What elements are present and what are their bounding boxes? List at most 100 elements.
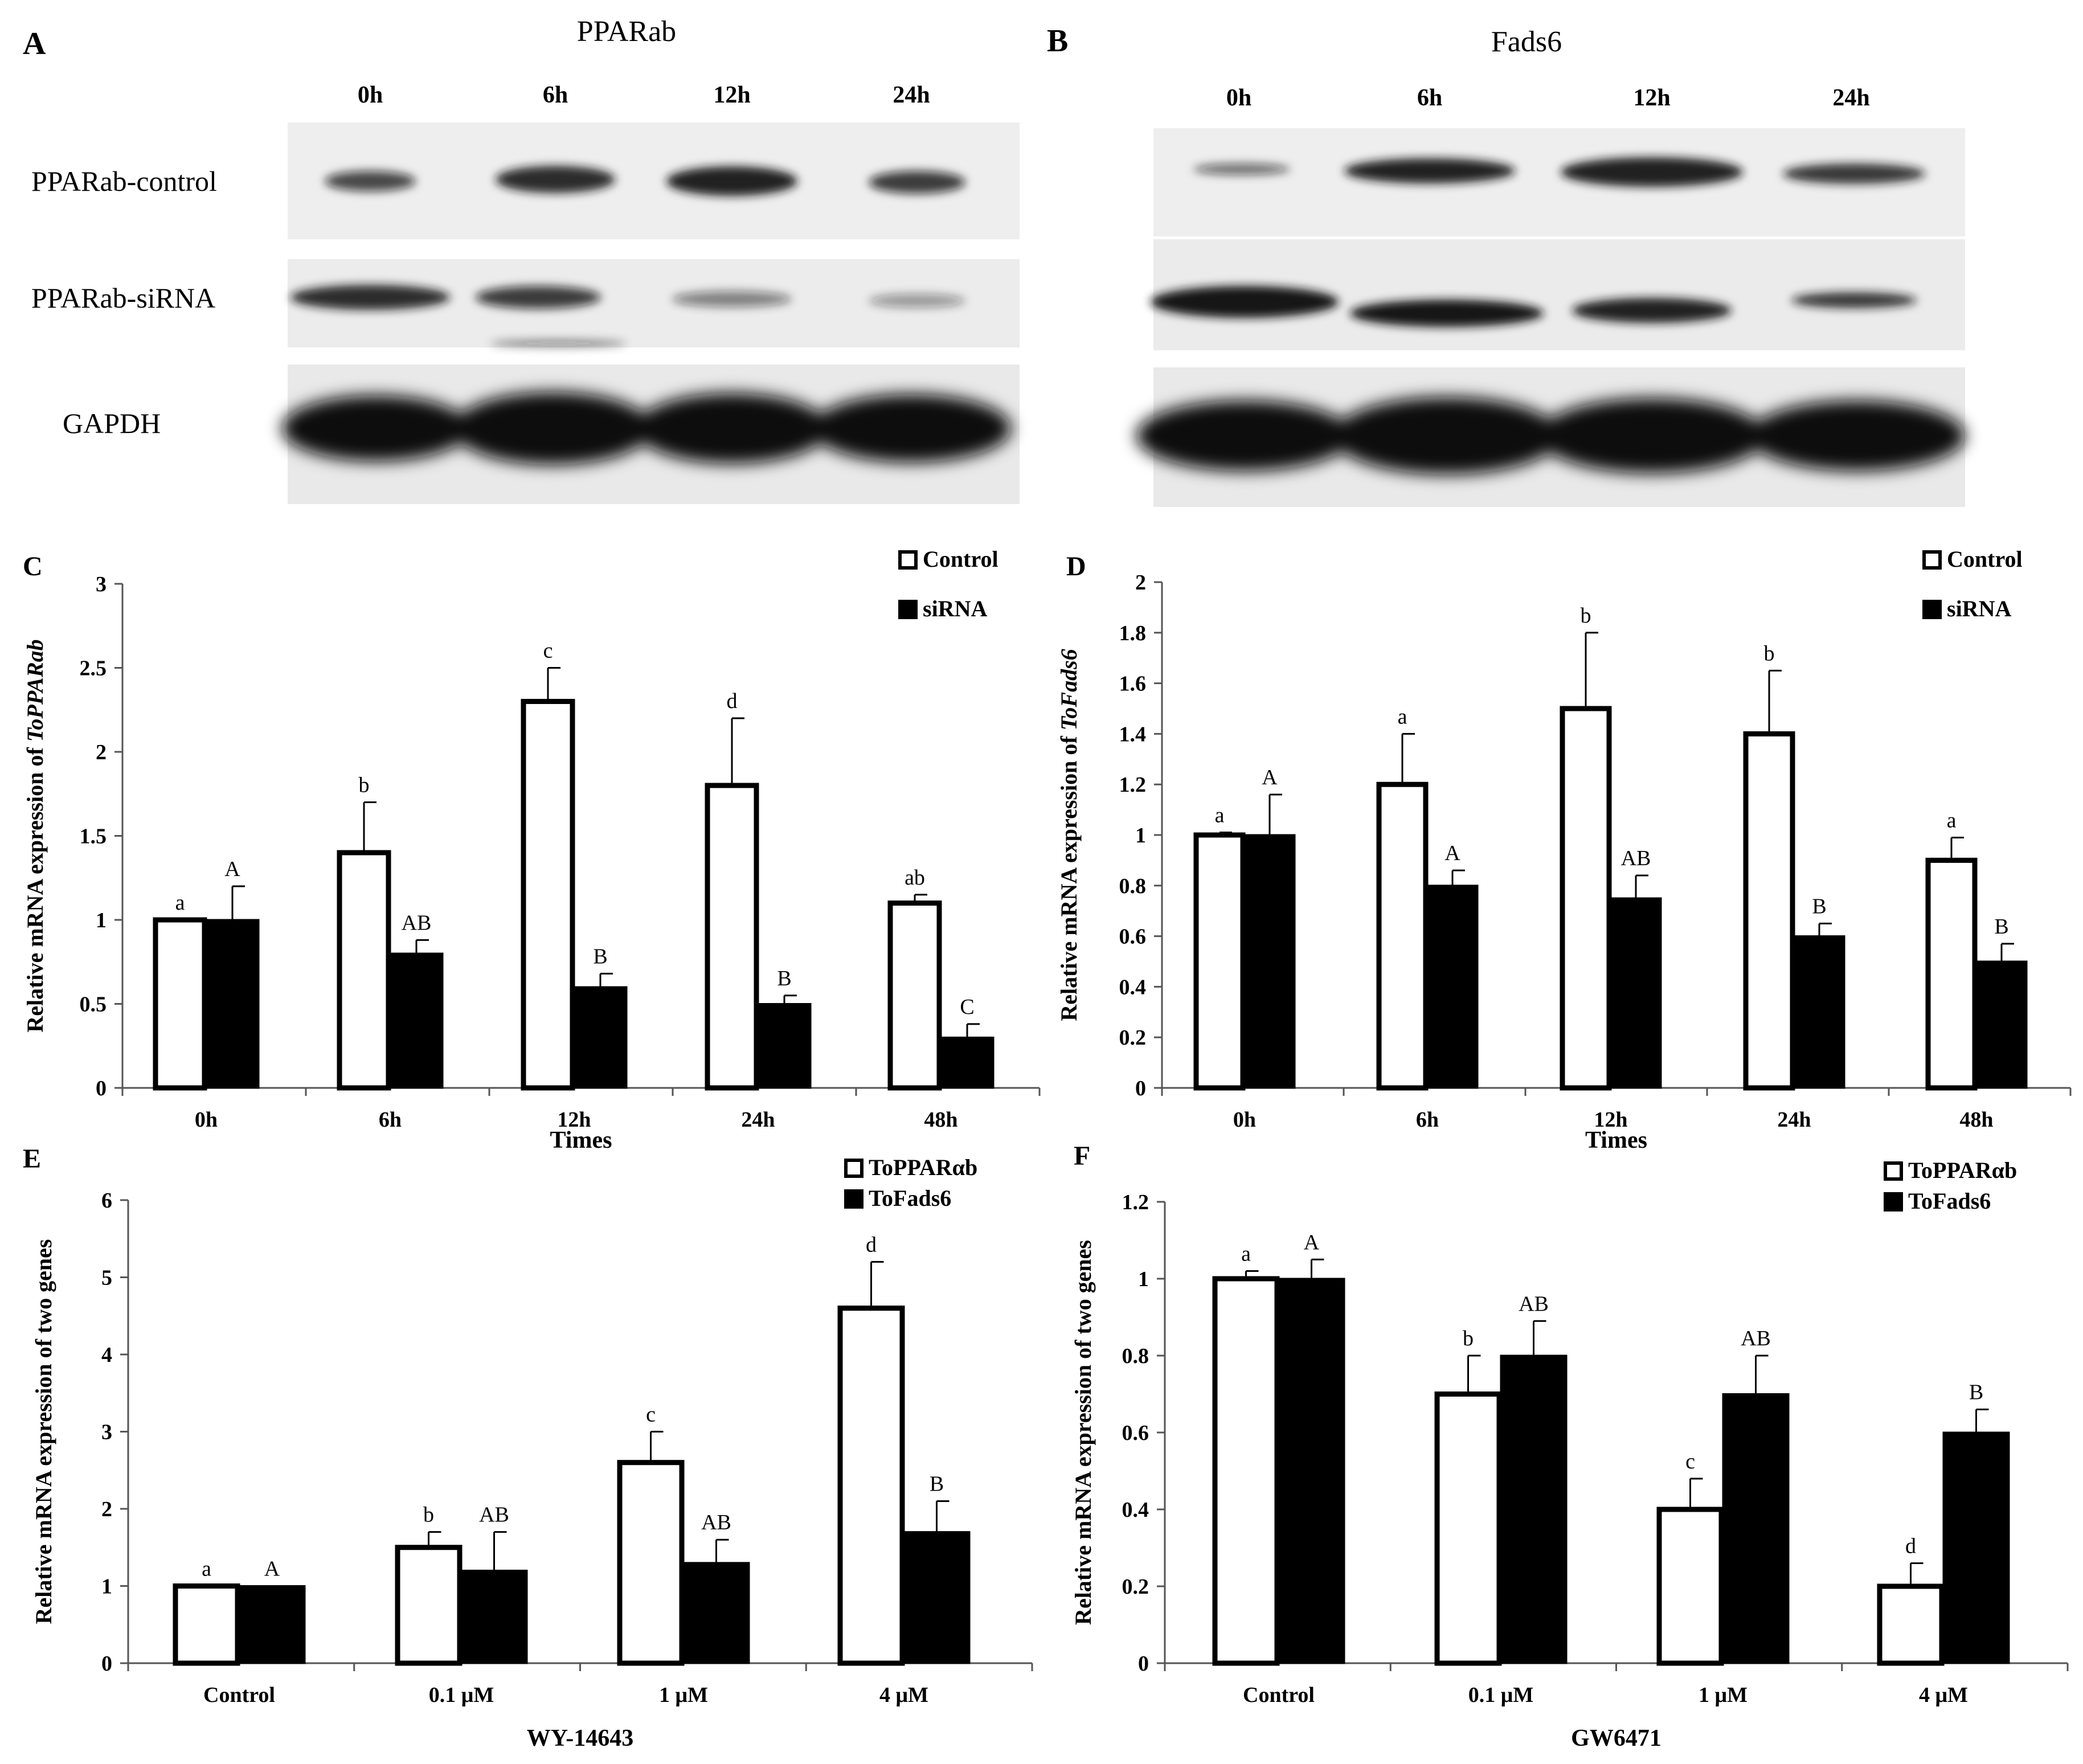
chart-panel-c: C 0 0.5 1 1.5 2 2.5 3 a A 0h b AB 6h c B 12h d B 24h ab C 48h T… xyxy=(22,546,1041,1153)
bar-series2 xyxy=(1793,935,1845,1089)
bar-series1 xyxy=(887,901,942,1091)
significance-letter: B xyxy=(1812,894,1826,918)
significance-letter: c xyxy=(646,1403,656,1427)
bar-series1 xyxy=(1743,731,1795,1091)
row-label-gapdh: GAPDH xyxy=(63,407,161,439)
bar-series2 xyxy=(238,1585,306,1664)
y-tick-label: 1 xyxy=(101,1575,112,1599)
y-axis-label: Relative mRNA expression of ToPPARab xyxy=(22,639,48,1032)
x-tick-label: 0.1 μM xyxy=(1468,1683,1533,1707)
bar-series2 xyxy=(573,986,628,1089)
significance-letter: B xyxy=(1969,1381,1983,1405)
panel-a: A PPARab 0h 6h 12h 24h PPARab-control PP… xyxy=(23,15,1020,504)
panel-b-lane-0h: 0h xyxy=(1226,85,1251,111)
significance-letter: a xyxy=(175,891,185,915)
significance-letter: d xyxy=(866,1233,877,1257)
blot-bands-fads6-sirna xyxy=(1151,286,1917,327)
bar-series1 xyxy=(173,1583,240,1666)
legend-swatch xyxy=(1922,600,1942,619)
legend-label: siRNA xyxy=(1947,596,2011,621)
significance-letter: ab xyxy=(905,866,925,890)
panel-letter: D xyxy=(1066,551,1086,582)
y-axis-label-text: Relative mRNA expression of two genes xyxy=(1070,1240,1096,1625)
significance-letter: a xyxy=(1241,1242,1251,1266)
y-tick-label: 1.4 xyxy=(1119,722,1147,746)
y-tick-label: 0 xyxy=(96,1077,107,1100)
y-tick-label: 1.5 xyxy=(80,825,107,849)
legend-swatch xyxy=(1884,1161,1903,1181)
y-axis-label-text: Relative mRNA expression of xyxy=(1056,730,1082,1021)
x-axis-label: GW6471 xyxy=(1571,1725,1662,1751)
bar-series1 xyxy=(1193,832,1246,1091)
legend-label: Control xyxy=(1947,546,2023,572)
y-tick-label: 0.6 xyxy=(1122,1421,1149,1445)
panel-a-lane-12h: 12h xyxy=(713,82,750,108)
x-tick-label: 4 μM xyxy=(879,1683,928,1707)
blot-bands-ppar-control xyxy=(325,166,965,196)
y-tick-label: 6 xyxy=(101,1189,112,1213)
panel-b: B Fads6 0h 6h 12h 24h xyxy=(1047,23,1965,507)
y-axis-label-text: Relative mRNA expression of two genes xyxy=(31,1239,56,1624)
significance-letter: A xyxy=(1262,766,1278,789)
bar-series1 xyxy=(617,1460,685,1666)
blot-bands-gapdh-b xyxy=(1136,397,1965,474)
x-tick-label: 1 μM xyxy=(659,1683,708,1707)
panel-b-title: Fads6 xyxy=(1491,26,1562,58)
y-tick-label: 3 xyxy=(101,1421,112,1444)
x-tick-label: 24h xyxy=(741,1108,775,1132)
bar-series1 xyxy=(1560,706,1612,1091)
bar-series2 xyxy=(1975,960,2028,1089)
significance-letter: a xyxy=(1215,804,1225,828)
y-tick-label: 0.8 xyxy=(1119,874,1147,898)
significance-letter: A xyxy=(1444,841,1460,865)
y-axis-label-text: Relative mRNA expression of xyxy=(22,742,48,1032)
significance-letter: A xyxy=(1304,1230,1320,1254)
legend-swatch xyxy=(844,1159,864,1178)
x-tick-label: 0h xyxy=(195,1108,218,1132)
x-axis-label: WY-14643 xyxy=(527,1725,633,1751)
bar-series1 xyxy=(705,783,759,1091)
significance-letter: AB xyxy=(479,1503,509,1527)
y-tick-label: 1.2 xyxy=(1122,1190,1149,1214)
significance-letter: a xyxy=(1947,808,1957,832)
y-axis-label-gene: ToFads6 xyxy=(1056,649,1082,730)
significance-letter: AB xyxy=(402,911,432,935)
y-tick-label: 1.8 xyxy=(1119,621,1147,645)
y-tick-label: 1.6 xyxy=(1119,672,1147,696)
bar-series1 xyxy=(1434,1391,1502,1666)
x-axis-label: Times xyxy=(550,1127,612,1153)
row-label-ppar-control: PPARab-control xyxy=(31,165,217,197)
legend-label: ToFads6 xyxy=(869,1185,951,1211)
row-label-ppar-sirna: PPARab-siRNA xyxy=(31,282,215,314)
x-tick-label: 6h xyxy=(379,1108,402,1132)
significance-letter: B xyxy=(777,967,791,991)
bar-series2 xyxy=(1243,834,1296,1089)
panel-a-lane-6h: 6h xyxy=(543,82,568,108)
y-tick-label: 0 xyxy=(1138,1652,1149,1676)
y-tick-label: 0.6 xyxy=(1119,925,1147,949)
y-tick-label: 0.4 xyxy=(1122,1498,1149,1522)
y-tick-label: 0.4 xyxy=(1119,975,1147,999)
y-tick-label: 2 xyxy=(96,740,107,764)
x-axis-label: Times xyxy=(1585,1127,1647,1153)
legend-swatch xyxy=(1922,550,1942,570)
bar-series2 xyxy=(1610,897,1662,1089)
bar-series2 xyxy=(1942,1431,2010,1664)
legend-swatch xyxy=(898,600,918,619)
x-tick-label: 12h xyxy=(557,1108,591,1132)
bar-series1 xyxy=(153,917,207,1091)
significance-letter: b xyxy=(359,773,370,797)
significance-letter: b xyxy=(1764,641,1775,665)
x-tick-label: 48h xyxy=(924,1108,957,1132)
x-tick-label: Control xyxy=(1243,1683,1315,1707)
bar-series2 xyxy=(682,1562,750,1664)
significance-letter: AB xyxy=(1741,1327,1771,1350)
panel-a-letter: A xyxy=(23,26,46,62)
bar-series2 xyxy=(1722,1393,1790,1664)
bar-series1 xyxy=(337,850,391,1091)
blot-bands-fads6-control xyxy=(1193,157,1925,187)
bar-series2 xyxy=(1278,1278,1345,1664)
bar-series2 xyxy=(757,1003,812,1089)
x-tick-label: 0h xyxy=(1233,1108,1256,1132)
legend-swatch xyxy=(1884,1192,1903,1212)
